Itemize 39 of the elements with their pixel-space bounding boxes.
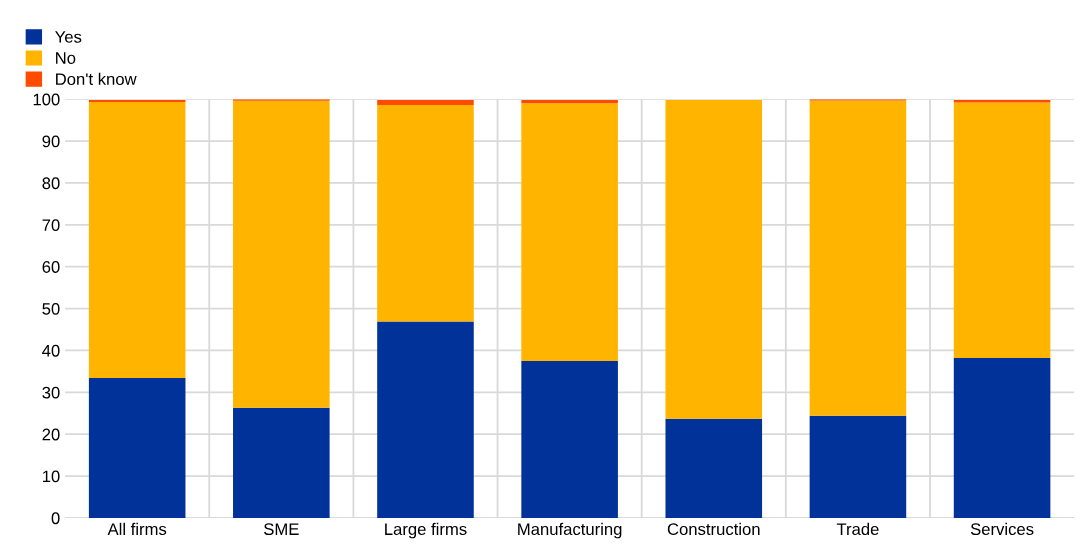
x-tick-label: Trade [836, 522, 879, 536]
y-tick-label: 80 [42, 177, 60, 190]
x-tick-label: All firms [107, 522, 167, 536]
y-tick-label: 60 [42, 261, 60, 273]
bar [521, 103, 618, 361]
bar [233, 100, 330, 408]
y-tick-label: 0 [51, 512, 60, 525]
bar [665, 100, 763, 419]
bar [88, 100, 186, 103]
y-tick-label: 100 [33, 93, 60, 106]
bar [377, 105, 474, 322]
x-tick-label: Manufacturing [518, 522, 622, 539]
bar [377, 321, 474, 518]
y-tick-label: 10 [42, 470, 60, 483]
x-tick-label: Construction [667, 522, 760, 536]
bar [521, 100, 618, 104]
bar [521, 360, 618, 518]
y-tick-label: 50 [42, 302, 60, 315]
legend-label: Yes [55, 31, 82, 43]
bar [233, 407, 330, 518]
x-tick-label: Large firms [385, 522, 467, 539]
y-tick-label: 90 [42, 135, 60, 148]
bar [88, 102, 186, 379]
legend-label: No [56, 52, 76, 64]
bar [665, 418, 763, 518]
y-tick-label: 20 [42, 428, 60, 441]
x-tick-label: Services [970, 522, 1034, 536]
bar [809, 100, 907, 416]
legend-label: Don't know [56, 72, 137, 86]
x-tick-label: SME [264, 523, 299, 536]
bar [377, 100, 474, 106]
y-tick-label: 30 [42, 386, 60, 399]
bar [953, 357, 1051, 518]
y-tick-label: 40 [42, 344, 60, 357]
bar [809, 415, 907, 518]
y-tick-label: 70 [42, 219, 60, 232]
bar [953, 100, 1051, 103]
bar [88, 378, 186, 518]
bar [953, 102, 1051, 358]
